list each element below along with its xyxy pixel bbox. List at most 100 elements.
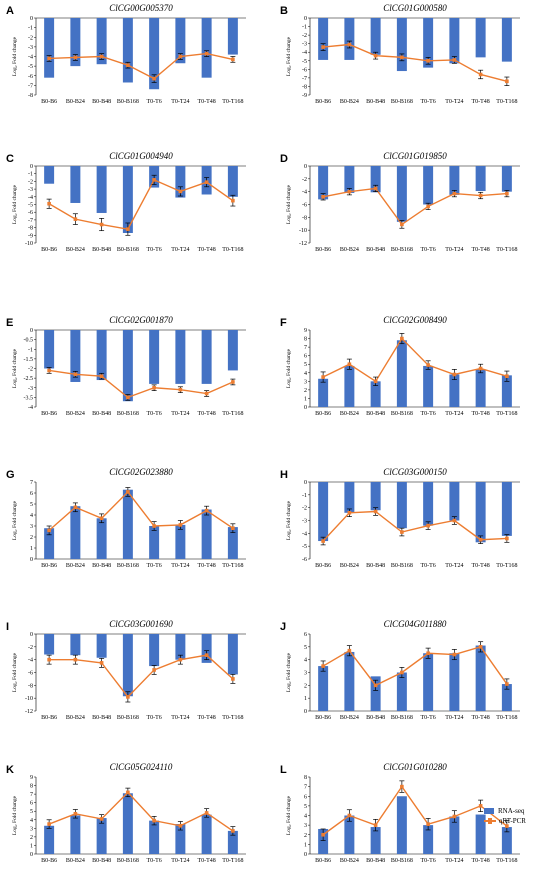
point-qrtpcr xyxy=(126,490,130,494)
bar-rnaseq xyxy=(149,526,160,559)
x-tick-label: B0-B48 xyxy=(92,858,111,864)
y-tick-label: 9 xyxy=(30,775,33,781)
bar-rnaseq xyxy=(149,18,160,90)
legend-label-rnaseq: RNA-seq xyxy=(498,807,525,815)
y-axis-label: Log₂ Fold change xyxy=(12,652,18,692)
bar-rnaseq xyxy=(318,166,329,200)
point-qrtpcr xyxy=(99,661,104,665)
point-qrtpcr xyxy=(178,657,183,662)
panel-letter: C xyxy=(6,153,14,165)
bar-rnaseq xyxy=(96,18,107,65)
line-qrtpcr xyxy=(322,785,508,836)
line-qrtpcr xyxy=(322,187,507,226)
point-qrtpcr xyxy=(47,201,51,206)
point-qrtpcr xyxy=(478,72,483,77)
y-tick-label: 0 xyxy=(304,16,307,22)
y-tick-label: 4 xyxy=(304,371,307,377)
y-tick-label: 7 xyxy=(304,345,307,351)
bar-rnaseq xyxy=(475,18,486,58)
x-tick-label: T0-T24 xyxy=(445,858,463,864)
bar-rnaseq xyxy=(201,330,212,384)
y-tick-label: -2.5 xyxy=(24,376,34,382)
x-tick-label: B0-B48 xyxy=(366,411,385,417)
bar-rnaseq xyxy=(70,166,81,203)
point-qrtpcr xyxy=(505,191,509,196)
y-tick-label: 8 xyxy=(304,337,307,343)
x-tick-label: B0-B48 xyxy=(366,99,385,105)
x-tick-label: T0-T168 xyxy=(222,858,243,864)
y-axis-label: Log₂ Fold change xyxy=(12,348,18,388)
x-tick-label: B0-B48 xyxy=(366,715,385,721)
point-qrtpcr xyxy=(321,195,325,199)
x-tick-label: B0-B48 xyxy=(92,411,111,417)
x-tick-label: T0-T24 xyxy=(171,563,189,569)
y-tick-label: -8 xyxy=(302,215,307,221)
x-tick-label: T0-T48 xyxy=(471,411,489,417)
x-tick-label: T0-T48 xyxy=(197,563,215,569)
bar-rnaseq xyxy=(370,381,381,407)
bar-rnaseq xyxy=(227,330,238,371)
point-qrtpcr xyxy=(152,524,156,528)
x-tick-label: T0-T48 xyxy=(471,99,489,105)
line-qrtpcr xyxy=(49,654,234,698)
y-tick-label: -10 xyxy=(299,228,307,234)
point-qrtpcr xyxy=(347,189,352,194)
panel-title: ClCG02G008490 xyxy=(383,315,447,325)
y-tick-label: 6 xyxy=(304,632,307,638)
bar-rnaseq xyxy=(449,18,460,64)
point-qrtpcr xyxy=(204,180,209,184)
point-qrtpcr xyxy=(373,823,378,827)
point-qrtpcr xyxy=(452,191,457,196)
bar-rnaseq xyxy=(318,378,329,407)
y-tick-label: -12 xyxy=(299,241,307,247)
point-qrtpcr xyxy=(99,374,104,378)
y-tick-label: -4 xyxy=(28,55,33,61)
y-tick-label: -10 xyxy=(25,696,33,702)
y-tick-label: 6 xyxy=(304,354,307,360)
point-qrtpcr xyxy=(321,832,325,837)
bar-rnaseq xyxy=(201,634,212,663)
point-qrtpcr xyxy=(478,804,483,808)
y-tick-label: 3 xyxy=(304,379,307,385)
point-qrtpcr xyxy=(400,222,404,227)
panel-title: ClCG00G005370 xyxy=(109,3,173,13)
y-tick-label: -2 xyxy=(302,177,307,183)
bar-rnaseq xyxy=(44,825,55,854)
y-tick-label: 7 xyxy=(304,785,307,791)
panel-e: E ClCG02G001870 Log₂ Fold change 0 -0.5 -1 -1.… xyxy=(6,315,246,417)
point-qrtpcr xyxy=(99,516,104,521)
point-qrtpcr xyxy=(426,822,430,826)
bar-rnaseq xyxy=(96,818,107,854)
point-qrtpcr xyxy=(373,53,378,58)
point-qrtpcr xyxy=(426,651,430,656)
y-tick-label: 8 xyxy=(304,775,307,781)
x-tick-label: T0-T168 xyxy=(496,563,517,569)
x-tick-label: B0-B168 xyxy=(391,411,413,417)
y-tick-label: 8 xyxy=(30,784,33,790)
x-tick-label: B0-B24 xyxy=(66,411,85,417)
y-tick-label: -3 xyxy=(28,386,33,392)
point-qrtpcr xyxy=(505,79,509,84)
point-qrtpcr xyxy=(204,391,209,396)
y-tick-label: 0 xyxy=(30,852,33,858)
bar-rnaseq xyxy=(396,482,407,529)
point-qrtpcr xyxy=(231,198,235,203)
x-tick-label: B0-B6 xyxy=(41,99,57,105)
y-tick-label: -2 xyxy=(28,645,33,651)
y-tick-label: 0 xyxy=(304,405,307,411)
point-qrtpcr xyxy=(478,537,483,542)
y-axis-label: Log₂ Fold change xyxy=(286,652,292,692)
bar-rnaseq xyxy=(318,666,329,711)
panel-c: C ClCG01G004940 Log₂ Fold change 0 -1-2 -3 -4 -… xyxy=(6,151,246,253)
x-tick-label: B0-B6 xyxy=(315,858,331,864)
x-tick-label: T0-T48 xyxy=(197,858,215,864)
x-tick-label: T0-T24 xyxy=(171,247,189,253)
y-tick-label: 5 xyxy=(304,362,307,368)
legend-swatch-line xyxy=(484,818,496,824)
bar-rnaseq xyxy=(423,653,434,711)
x-tick-label: B0-B24 xyxy=(66,715,85,721)
y-tick-label: -6 xyxy=(28,671,33,677)
point-qrtpcr xyxy=(73,217,78,221)
bar-rnaseq xyxy=(423,825,434,854)
point-qrtpcr xyxy=(204,811,209,815)
